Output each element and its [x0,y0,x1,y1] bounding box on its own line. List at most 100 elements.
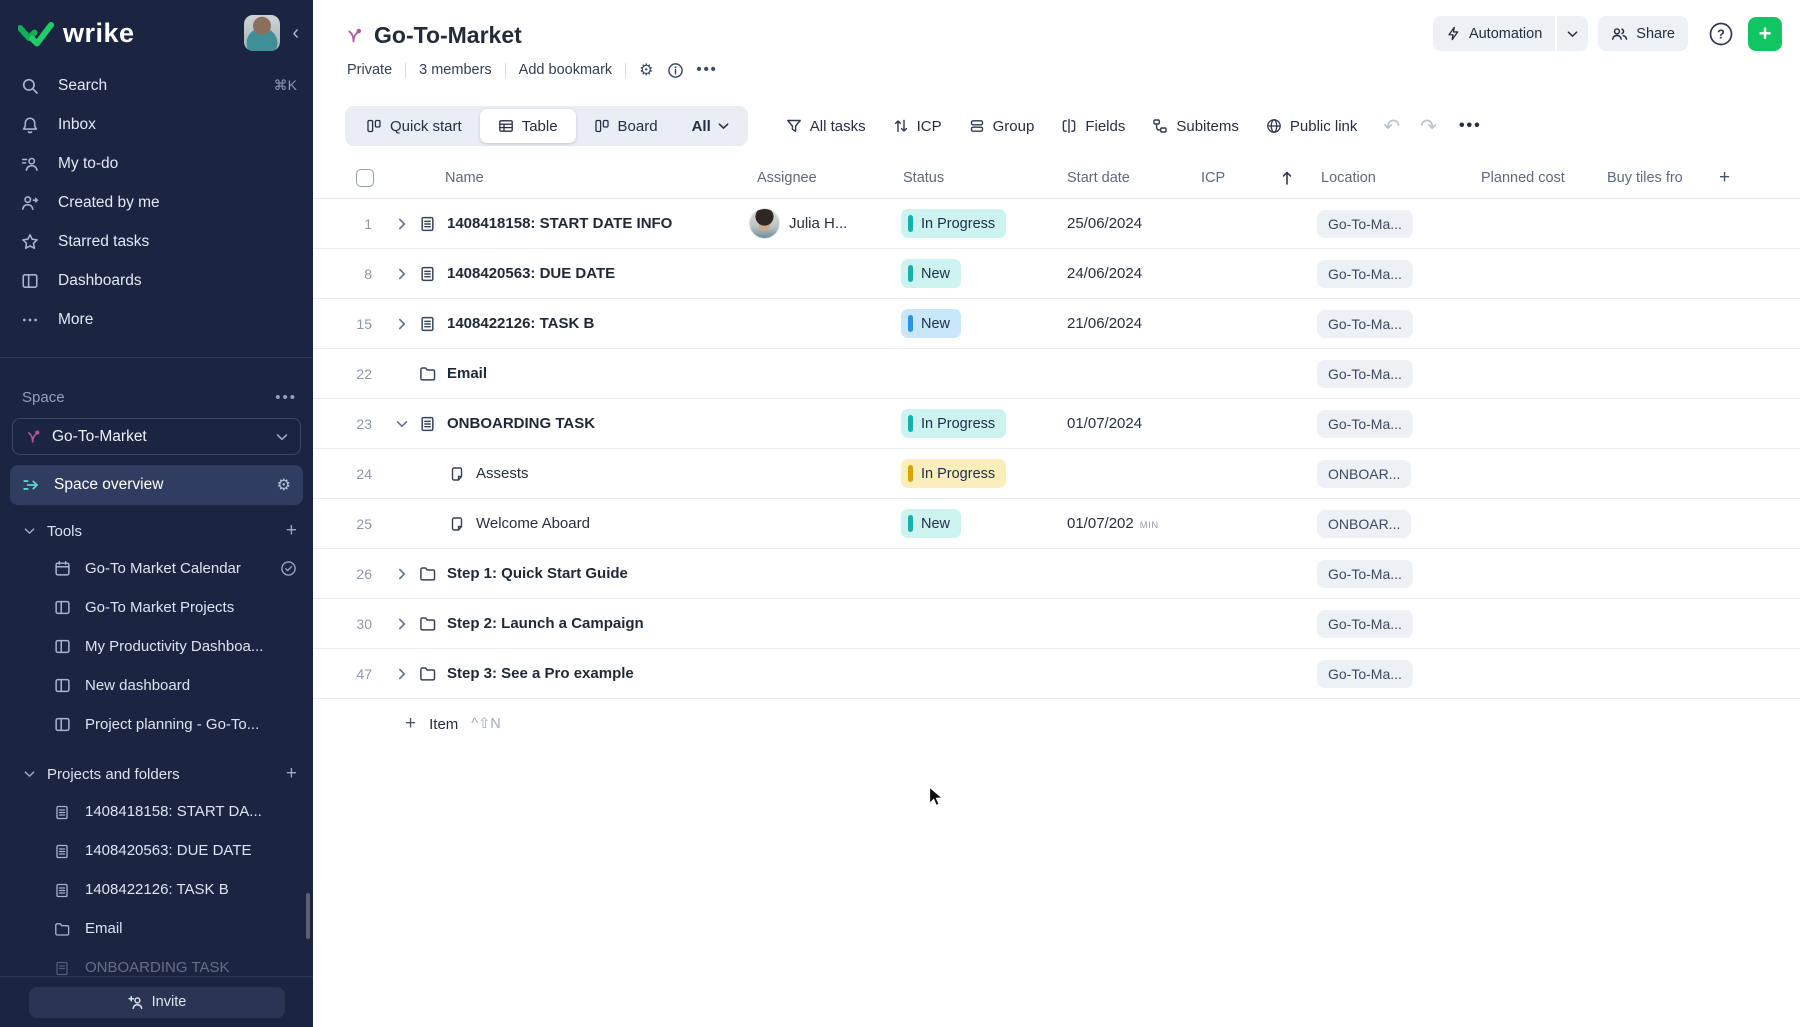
members-link[interactable]: 3 members [419,62,492,78]
create-new-button[interactable]: + [1748,16,1782,51]
status-badge[interactable]: New [901,509,962,538]
sidebar-collapse-icon[interactable]: ‹ [292,21,299,44]
public-link-button[interactable]: Public link [1266,118,1357,135]
column-header-icp[interactable]: ICP [1201,170,1226,186]
assignee-avatar[interactable] [749,208,780,239]
sidebar-item-created-by-me[interactable]: Created by me [0,183,313,222]
tab-board[interactable]: Board [576,109,676,143]
toolbar-more-icon[interactable]: ••• [1458,117,1482,134]
table-row[interactable]: 8 1408420563: DUE DATE New 24/06/2024 Go… [313,249,1800,299]
fields-button[interactable]: Fields [1061,118,1125,135]
table-row[interactable]: 30 Step 2: Launch a Campaign Go-To-Ma... [313,599,1800,649]
collapse-chevron-icon[interactable] [385,420,419,428]
sidebar-item-starred-tasks[interactable]: Starred tasks [0,222,313,261]
folder-name[interactable]: Step 3: See a Pro example [447,665,634,682]
tools-section-header[interactable]: Tools + [0,513,313,549]
expand-chevron-icon[interactable] [385,318,419,330]
start-date-cell[interactable]: 21/06/2024 [1067,315,1143,332]
start-date-cell[interactable]: 01/07/202 MIN [1067,515,1159,532]
table-row[interactable]: 15 1408422126: TASK B New 21/06/2024 Go-… [313,299,1800,349]
automation-button[interactable]: Automation [1432,16,1556,51]
tab-table[interactable]: Table [479,109,576,143]
info-icon[interactable] [667,62,684,79]
add-column-button[interactable]: + [1719,167,1731,188]
status-badge[interactable]: In Progress [901,409,1007,438]
tab-quick-start[interactable]: Quick start [348,109,480,143]
undo-icon[interactable]: ↶ [1383,115,1401,138]
settings-gear-icon[interactable]: ⚙ [639,62,654,79]
start-date-cell[interactable]: 01/07/2024 [1067,415,1143,432]
column-header-planned-cost[interactable]: Planned cost [1481,170,1565,186]
table-row[interactable]: 25 Welcome Aboard New 01/07/202 MIN ONBOA… [313,499,1800,549]
space-selector[interactable]: Go-To-Market [12,418,301,455]
assignee-name[interactable]: Julia H... [789,215,848,232]
sidebar-item-task-due-date[interactable]: 1408420563: DUE DATE [0,831,313,870]
table-row[interactable]: 1 1408418158: START DATE INFO Julia H...… [313,199,1800,249]
location-chip[interactable]: Go-To-Ma... [1317,309,1413,338]
column-header-location[interactable]: Location [1321,170,1376,186]
sidebar-item-gtm-calendar[interactable]: Go-To Market Calendar [0,549,313,588]
sidebar-item-space-overview[interactable]: Space overview ⚙ [10,465,303,505]
sidebar-item-task-b[interactable]: 1408422126: TASK B [0,870,313,909]
expand-chevron-icon[interactable] [385,568,419,580]
user-avatar[interactable] [244,15,281,51]
status-badge[interactable]: In Progress [901,459,1007,488]
location-chip[interactable]: Go-To-Ma... [1317,359,1413,388]
expand-chevron-icon[interactable] [385,218,419,230]
column-header-status[interactable]: Status [903,170,945,186]
sidebar-item-gtm-projects[interactable]: Go-To Market Projects [0,588,313,627]
expand-chevron-icon[interactable] [385,268,419,280]
location-chip[interactable]: Go-To-Ma... [1317,259,1413,288]
location-chip[interactable]: ONBOAR... [1317,509,1412,538]
space-options-icon[interactable]: ••• [275,388,297,406]
projects-section-header[interactable]: Projects and folders + [0,756,313,792]
view-filter-dropdown[interactable]: All [676,118,745,135]
location-chip[interactable]: Go-To-Ma... [1317,559,1413,588]
sidebar-item-my-todo[interactable]: My to-do [0,144,313,183]
more-options-icon[interactable]: ••• [696,62,718,78]
location-chip[interactable]: Go-To-Ma... [1317,209,1413,238]
location-chip[interactable]: ONBOAR... [1317,459,1412,488]
filter-all-tasks-button[interactable]: All tasks [786,118,866,135]
table-row[interactable]: 26 Step 1: Quick Start Guide Go-To-Ma... [313,549,1800,599]
privacy-label[interactable]: Private [347,62,393,78]
status-badge[interactable]: In Progress [901,209,1007,238]
sidebar-item-onboarding-task[interactable]: ONBOARDING TASK [0,948,313,987]
task-name[interactable]: ONBOARDING TASK [447,415,596,432]
status-badge[interactable]: New [901,259,962,288]
sidebar-item-inbox[interactable]: Inbox [0,105,313,144]
subtask-name[interactable]: Welcome Aboard [476,515,590,532]
expand-chevron-icon[interactable] [385,668,419,680]
task-name[interactable]: 1408422126: TASK B [447,315,595,332]
table-row[interactable]: 24 Assests In Progress ONBOAR... [313,449,1800,499]
help-button[interactable]: ? [1704,17,1738,51]
start-date-cell[interactable]: 24/06/2024 [1067,265,1143,282]
table-row[interactable]: 47 Step 3: See a Pro example Go-To-Ma... [313,649,1800,699]
group-button[interactable]: Group [969,118,1034,135]
sidebar-item-task-start-date[interactable]: 1408418158: START DA... [0,792,313,831]
sidebar-item-productivity-dashboard[interactable]: My Productivity Dashboa... [0,627,313,666]
sidebar-item-project-planning[interactable]: Project planning - Go-To... [0,705,313,744]
sidebar-item-new-dashboard[interactable]: New dashboard [0,666,313,705]
add-bookmark-link[interactable]: Add bookmark [518,62,613,78]
sidebar-item-more[interactable]: More [0,300,313,339]
table-row[interactable]: 22 Email Go-To-Ma... [313,349,1800,399]
column-header-buy-tiles[interactable]: Buy tiles fro [1607,170,1683,186]
location-chip[interactable]: Go-To-Ma... [1317,409,1413,438]
location-chip[interactable]: Go-To-Ma... [1317,609,1413,638]
folder-name[interactable]: Step 2: Launch a Campaign [447,615,644,632]
expand-chevron-icon[interactable] [385,618,419,630]
column-header-name[interactable]: Name [445,170,484,186]
add-item-row[interactable]: + Item ^⇧N [405,699,1800,749]
subitems-button[interactable]: Subitems [1152,118,1239,135]
add-project-icon[interactable]: + [285,763,297,784]
sidebar-scrollbar[interactable] [306,893,310,939]
task-name[interactable]: 1408418158: START DATE INFO [447,215,673,232]
folder-name[interactable]: Email [447,365,488,382]
sidebar-item-search[interactable]: Search ⌘K [0,66,313,105]
automation-dropdown-button[interactable] [1557,16,1589,51]
column-header-start-date[interactable]: Start date [1067,170,1130,186]
select-all-checkbox[interactable] [356,169,374,187]
start-date-cell[interactable]: 25/06/2024 [1067,215,1143,232]
sort-ascending-icon[interactable] [1281,171,1309,185]
